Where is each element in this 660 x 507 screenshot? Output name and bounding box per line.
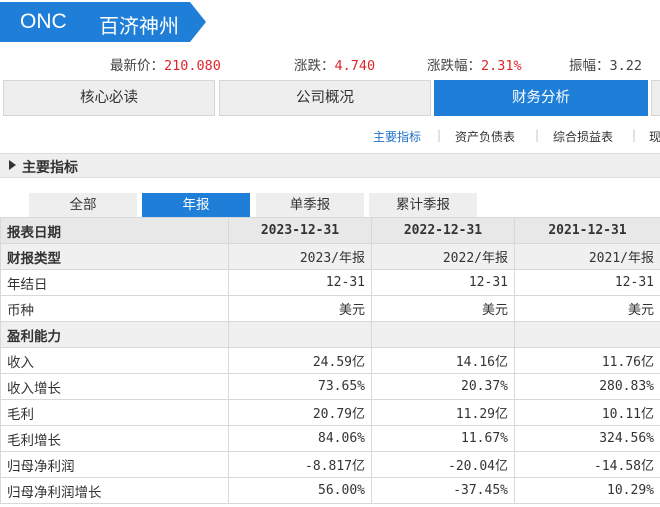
cell-value: 2022/年报 — [371, 243, 515, 270]
cell-value: 2022-12-31 — [371, 217, 515, 244]
tab-core-reading[interactable]: 核心必读 — [3, 80, 215, 116]
row-label: 收入增长 — [0, 373, 229, 400]
table-row: 毛利 20.79亿 11.29亿 10.11亿 — [0, 399, 660, 426]
table-row: 财报类型 2023/年报 2022/年报 2021/年报 — [0, 243, 660, 270]
tab-cumulative-quarter[interactable]: 累计季报 — [369, 193, 477, 217]
cell-value: 56.00% — [228, 477, 372, 504]
report-type-tabs: 全部 年报 单季报 累计季报 — [0, 193, 660, 217]
link-cash-flow[interactable]: 现 — [649, 130, 660, 144]
row-label: 归母净利润 — [0, 451, 229, 478]
table-row: 币种 美元 美元 美元 — [0, 295, 660, 322]
banner-bar — [0, 2, 190, 42]
cell-value: 84.06% — [228, 425, 372, 452]
cell-value: 11.67% — [371, 425, 515, 452]
row-label: 毛利增长 — [0, 425, 229, 452]
cell-value: 美元 — [228, 295, 372, 322]
cell-value: -14.58亿 — [514, 451, 660, 478]
quote-change-percent: 涨跌幅：2.31% — [427, 58, 522, 74]
cell-value: 11.76亿 — [514, 347, 660, 374]
cell-value: 280.83% — [514, 373, 660, 400]
cell-value: 20.37% — [371, 373, 515, 400]
cell-value: 2021/年报 — [514, 243, 660, 270]
cell-value — [371, 321, 515, 348]
cell-value: 24.59亿 — [228, 347, 372, 374]
quote-amplitude: 振幅：3.22 — [569, 58, 643, 74]
link-income-statement[interactable]: 综合损益表 — [553, 130, 614, 144]
cell-value: 12-31 — [228, 269, 372, 296]
tab-company-overview[interactable]: 公司概况 — [219, 80, 431, 116]
tab-all[interactable]: 全部 — [29, 193, 137, 217]
tab-financial-analysis[interactable]: 财务分析 — [434, 80, 648, 116]
cell-value: 10.29% — [514, 477, 660, 504]
cell-value: 73.65% — [228, 373, 372, 400]
quote-change: 涨跌：4.740 — [294, 58, 376, 74]
row-label: 盈利能力 — [0, 321, 229, 348]
cell-value: 14.16亿 — [371, 347, 515, 374]
divider: | — [535, 128, 540, 142]
stock-name: 百济神州 — [99, 14, 179, 38]
cell-value: 10.11亿 — [514, 399, 660, 426]
expand-triangle-icon — [9, 160, 16, 170]
tab-single-quarter[interactable]: 单季报 — [256, 193, 364, 217]
quote-latest-price: 最新价：210.080 — [110, 58, 221, 74]
cell-value — [228, 321, 372, 348]
section-header[interactable]: 主要指标 — [0, 153, 660, 178]
key-indicators-table: 报表日期 2023-12-31 2022-12-31 2021-12-31 财报类型 20… — [0, 217, 660, 504]
row-label: 毛利 — [0, 399, 229, 426]
table-header-row: 报表日期 2023-12-31 2022-12-31 2021-12-31 — [0, 217, 660, 244]
cell-value: 12-31 — [514, 269, 660, 296]
cell-value: -20.04亿 — [371, 451, 515, 478]
cell-value — [514, 321, 660, 348]
section-title: 主要指标 — [22, 160, 78, 176]
cell-value: 美元 — [371, 295, 515, 322]
divider: | — [632, 128, 637, 142]
table-row: 归母净利润 -8.817亿 -20.04亿 -14.58亿 — [0, 451, 660, 478]
cell-value: 2021-12-31 — [514, 217, 660, 244]
table-row: 年结日 12-31 12-31 12-31 — [0, 269, 660, 296]
table-row: 收入 24.59亿 14.16亿 11.76亿 — [0, 347, 660, 374]
cell-value: -8.817亿 — [228, 451, 372, 478]
row-label: 报表日期 — [0, 217, 229, 244]
stock-code: ONC — [20, 10, 67, 33]
row-label: 归母净利润增长 — [0, 477, 229, 504]
row-label: 币种 — [0, 295, 229, 322]
row-label: 年结日 — [0, 269, 229, 296]
table-row: 收入增长 73.65% 20.37% 280.83% — [0, 373, 660, 400]
stock-header-banner: ONC 百济神州 — [0, 2, 206, 42]
cell-value: 12-31 — [371, 269, 515, 296]
cell-value: -37.45% — [371, 477, 515, 504]
cell-value: 324.56% — [514, 425, 660, 452]
main-tabs: 核心必读 公司概况 财务分析 — [0, 80, 660, 116]
row-label: 收入 — [0, 347, 229, 374]
link-balance-sheet[interactable]: 资产负债表 — [455, 130, 516, 144]
financial-sub-nav: 主要指标 | 资产负债表 | 综合损益表 | 现 — [0, 128, 660, 144]
cell-value: 20.79亿 — [228, 399, 372, 426]
tab-annual[interactable]: 年报 — [142, 193, 250, 217]
row-label: 财报类型 — [0, 243, 229, 270]
divider: | — [437, 128, 442, 142]
cell-value: 2023-12-31 — [228, 217, 372, 244]
table-group-row: 盈利能力 — [0, 321, 660, 348]
cell-value: 11.29亿 — [371, 399, 515, 426]
table-row: 毛利增长 84.06% 11.67% 324.56% — [0, 425, 660, 452]
cell-value: 美元 — [514, 295, 660, 322]
link-key-indicators[interactable]: 主要指标 — [373, 130, 422, 144]
quote-bar: 最新价：210.080 涨跌：4.740 涨跌幅：2.31% 振幅：3.22 — [0, 54, 660, 74]
banner-arrow — [190, 2, 206, 42]
tab-more[interactable] — [651, 80, 660, 116]
cell-value: 2023/年报 — [228, 243, 372, 270]
table-row: 归母净利润增长 56.00% -37.45% 10.29% — [0, 477, 660, 504]
